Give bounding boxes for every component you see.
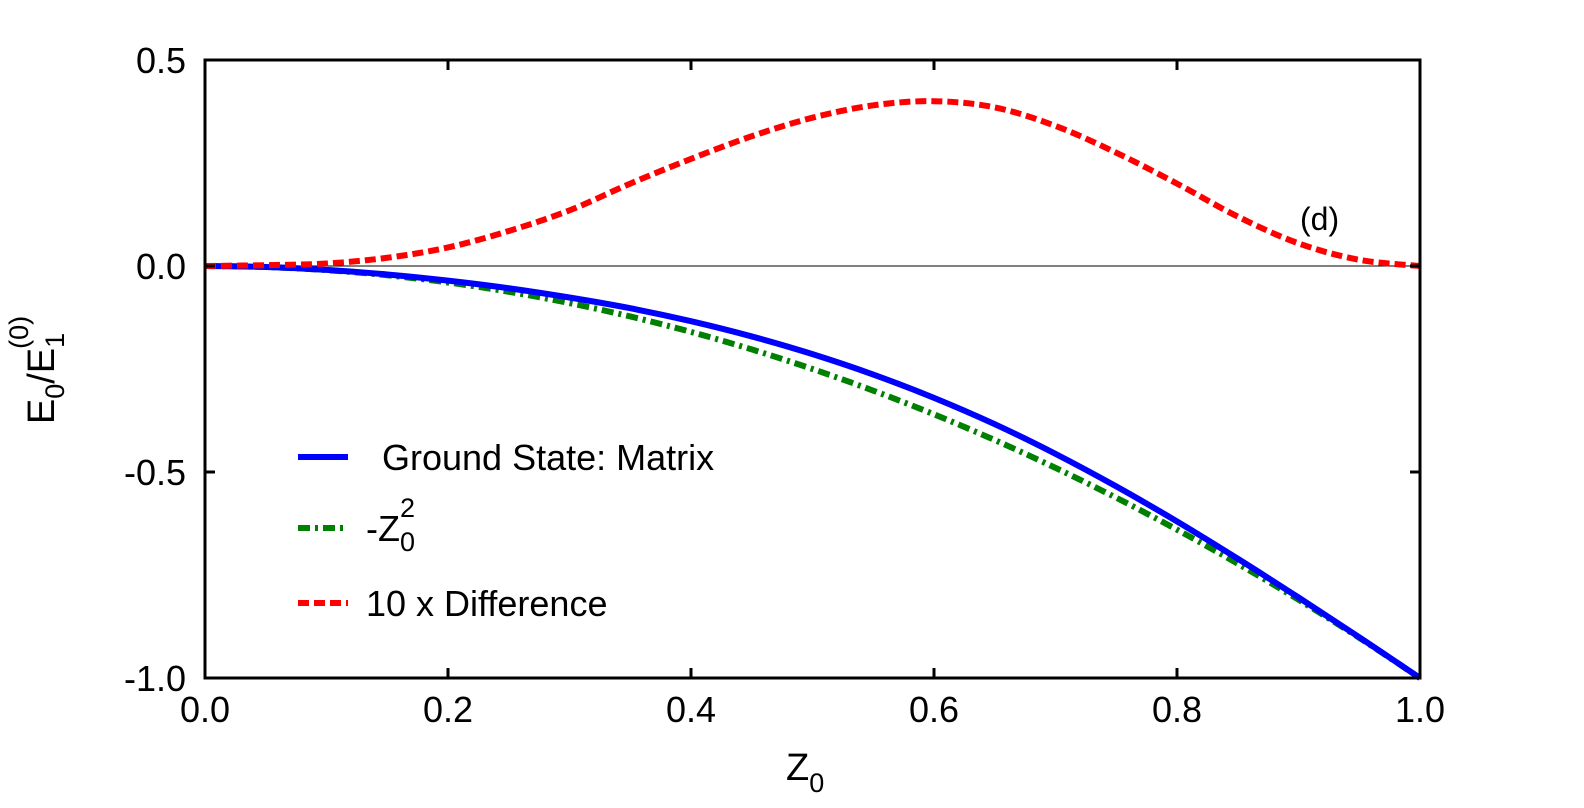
y-tick-label: -1.0 <box>124 658 186 699</box>
x-axis-title-base: Z <box>786 747 809 789</box>
x-tick-label: 0.8 <box>1152 689 1202 730</box>
y-axis-title-sup2: (0) <box>4 316 34 349</box>
y-axis-title: E0/E1 (0) <box>4 316 70 424</box>
y-axis-title-sub2: 1 <box>40 333 70 348</box>
y-axis-title-base: E <box>21 399 63 424</box>
legend-label-ground-state-matrix: Ground State: Matrix <box>382 437 714 478</box>
svg-text:E0/E1(0): E0/E1 (0) <box>4 316 70 424</box>
x-tick-label: 0.2 <box>423 689 473 730</box>
x-axis-title-sub: 0 <box>809 768 824 798</box>
y-tick-label: 0.5 <box>136 40 186 81</box>
x-tick-label: 1.0 <box>1395 689 1445 730</box>
x-tick-label: 0.0 <box>180 689 230 730</box>
y-axis-title-mid: /E <box>21 348 63 384</box>
legend-label-10-x-difference: 10 x Difference <box>366 583 607 624</box>
panel-label: (d) <box>1300 201 1339 237</box>
series-line-10-x-difference <box>204 98 1421 269</box>
series-line-ground-state-matrix <box>204 263 1422 681</box>
y-tick-label: -0.5 <box>124 452 186 493</box>
svg-text:Z0: Z0 <box>786 747 824 798</box>
series-line-z0-2 <box>204 263 1422 681</box>
legend-label-z0-2: -Z02 <box>366 493 415 557</box>
x-tick-label: 0.4 <box>666 689 716 730</box>
x-axis-title: Z0 <box>786 747 824 798</box>
plot-frame <box>203 58 1422 680</box>
y-axis-title-sub: 0 <box>40 384 70 399</box>
plot-area: 0.0 0.2 0.4 0.6 0.8 1.0 0.5 0.0 -0.5 -1.0 <box>124 40 1445 730</box>
x-tick-label: 0.6 <box>909 689 959 730</box>
legend: Ground State: Matrix -Z02 10 x Difference <box>298 437 714 624</box>
y-tick-label: 0.0 <box>136 246 186 287</box>
